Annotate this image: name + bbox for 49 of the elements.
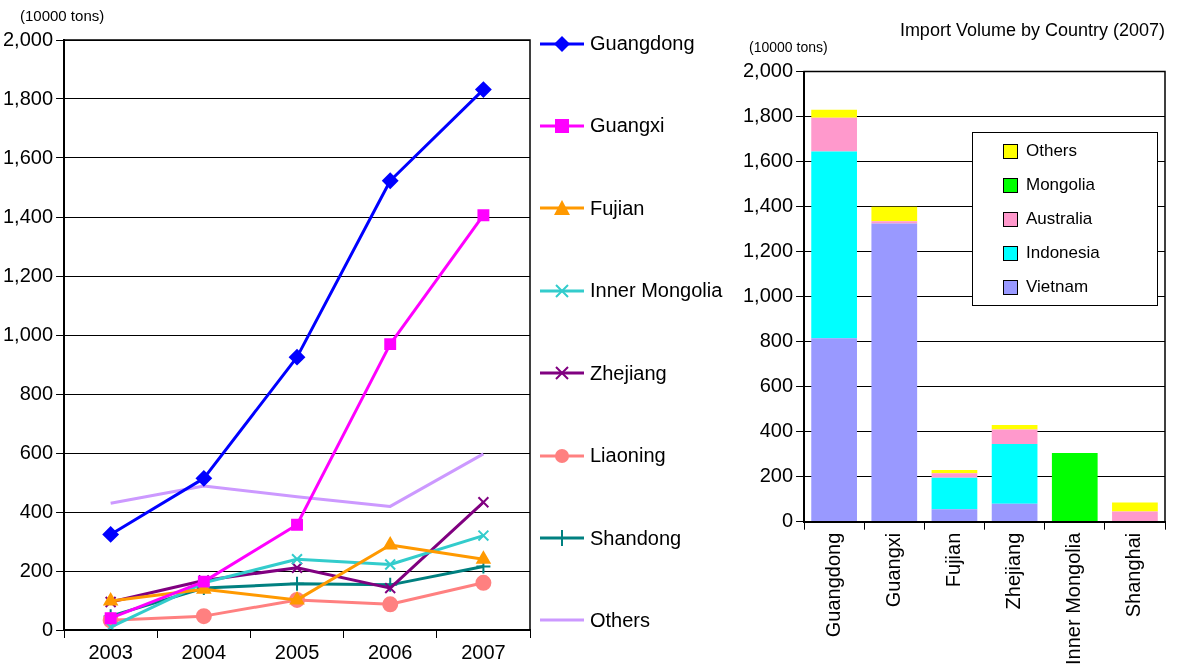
legend-label: Others — [590, 608, 651, 632]
y-tick-label: 200 — [759, 464, 794, 487]
legend-label: Indonesia — [1026, 243, 1100, 263]
legend-label: Others — [1026, 141, 1078, 161]
y-tick-label: 400 — [19, 499, 54, 522]
y-tick-label: 800 — [759, 329, 794, 352]
y-tick-label: 0 — [781, 509, 794, 532]
x-tick-label: Inner Mongolia — [1062, 531, 1085, 666]
y-tick-label: 1,600 — [2, 145, 54, 168]
chart-title: Import Volume by Country (2007) — [899, 19, 1165, 40]
x-tick-label: 2006 — [367, 640, 413, 663]
y-tick-label: 2,000 — [2, 27, 54, 50]
y-tick-label: 600 — [759, 374, 794, 397]
y-tick-label: 1,400 — [742, 194, 794, 217]
y-axis-title: (10000 tons) — [20, 6, 105, 24]
legend-label: Zhejiang — [590, 361, 667, 385]
x-tick-label: Shanghai — [1122, 532, 1145, 618]
y-tick-label: 1,200 — [742, 239, 794, 262]
y-tick-label: 1,800 — [2, 86, 54, 109]
x-tick-label: Guangdong — [821, 532, 844, 638]
x-tick-label: 2005 — [274, 640, 320, 663]
y-axis-title: (10000 tons) — [749, 39, 828, 56]
y-tick-label: 800 — [19, 381, 54, 404]
y-tick-label: 1,200 — [2, 263, 54, 286]
y-tick-label: 1,800 — [742, 104, 794, 127]
y-tick-label: 1,600 — [742, 149, 794, 172]
legend-label: Fujian — [590, 196, 645, 220]
x-tick-label: Guangxi — [881, 532, 904, 608]
legend-label: Inner Mongolia — [590, 279, 723, 303]
x-tick-label: 2003 — [88, 640, 133, 663]
legend-label: Guangxi — [590, 114, 665, 138]
y-tick-label: 200 — [19, 558, 54, 581]
x-tick-label: Zhejiang — [1002, 532, 1025, 610]
y-tick-label: 400 — [759, 419, 794, 442]
legend-label: Shandong — [590, 526, 682, 550]
y-tick-label: 600 — [19, 440, 54, 463]
y-tick-label: 1,000 — [742, 284, 794, 307]
y-tick-label: 1,400 — [2, 204, 54, 227]
x-tick-label: 2007 — [461, 640, 506, 663]
legend-label: Mongolia — [1026, 175, 1095, 195]
legend-label: Guangdong — [590, 32, 695, 55]
y-tick-label: 0 — [41, 617, 54, 640]
y-tick-label: 1,000 — [2, 322, 54, 345]
legend-label: Vietnam — [1026, 277, 1089, 297]
legend-label: Liaoning — [590, 444, 666, 468]
y-tick-label: 2,000 — [742, 59, 794, 82]
x-tick-label: 2004 — [181, 640, 227, 663]
legend-label: Australia — [1026, 209, 1093, 229]
x-tick-label: Fujian — [941, 532, 964, 588]
